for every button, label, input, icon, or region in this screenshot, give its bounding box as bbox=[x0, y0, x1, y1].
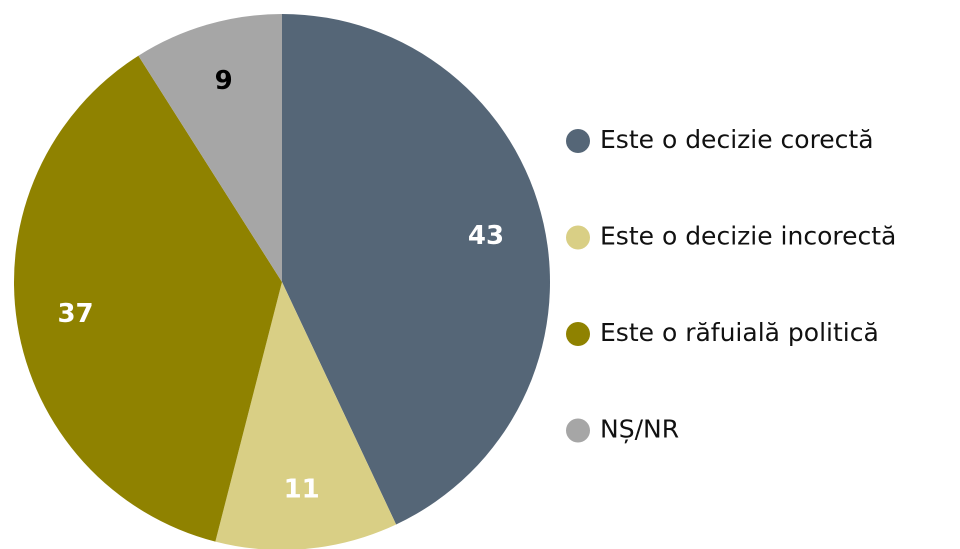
data-label: 37 bbox=[57, 299, 93, 329]
legend-swatch bbox=[566, 225, 590, 250]
pie-slice bbox=[282, 14, 550, 525]
legend-swatch bbox=[566, 418, 590, 443]
legend-swatch bbox=[566, 129, 590, 153]
pie-slice bbox=[215, 282, 397, 549]
pie-slice bbox=[138, 14, 282, 282]
pie-slice bbox=[14, 55, 283, 542]
legend-swatch bbox=[566, 322, 590, 346]
legend-label: Este o răfuială politică bbox=[600, 318, 879, 347]
legend-label: Este o decizie incorectă bbox=[600, 222, 896, 251]
legend-label: NȘ/NR bbox=[600, 415, 679, 444]
data-label: 43 bbox=[468, 221, 504, 251]
data-label: 9 bbox=[215, 66, 233, 96]
data-label: 11 bbox=[284, 475, 320, 505]
legend-label: Este o decizie corectă bbox=[600, 125, 874, 154]
